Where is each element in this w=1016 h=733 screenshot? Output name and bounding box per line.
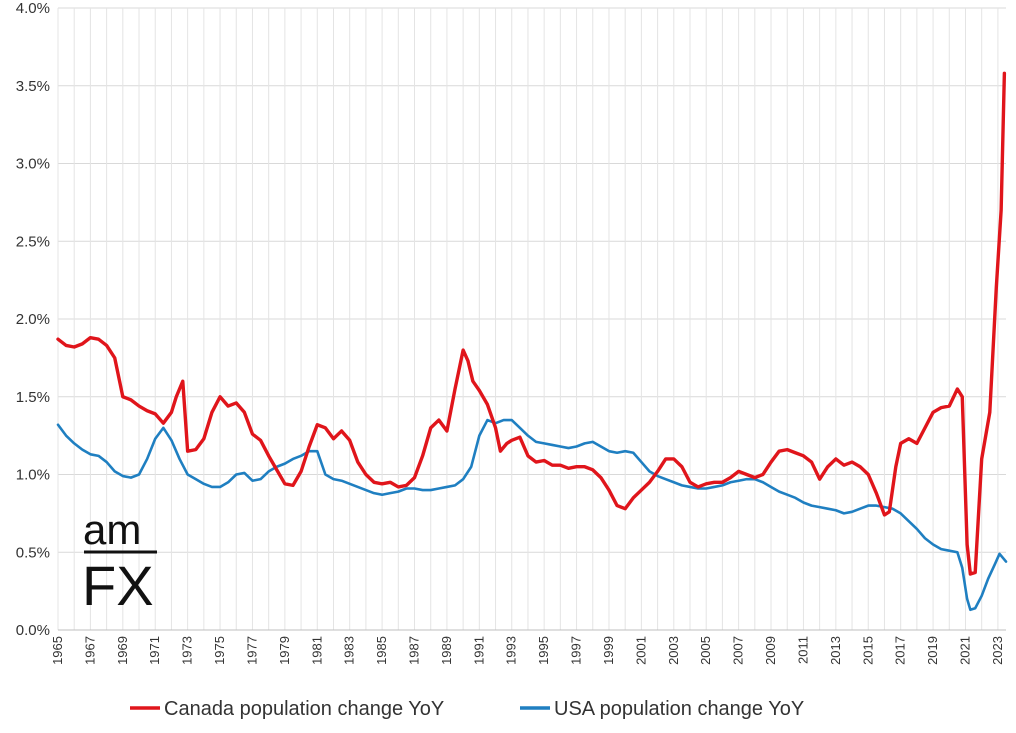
x-tick-label: 2019 <box>925 636 940 665</box>
series-line-canada <box>56 71 1007 576</box>
x-tick-label: 2005 <box>698 636 713 665</box>
x-tick-label: 1969 <box>115 636 130 665</box>
x-tick-label: 1997 <box>569 636 584 665</box>
logo-bottom-text: FX <box>82 554 154 617</box>
x-tick-label: 1979 <box>277 636 292 665</box>
x-tick-label: 2015 <box>860 636 875 665</box>
x-tick-label: 2013 <box>828 636 843 665</box>
x-tick-label: 1991 <box>471 636 486 665</box>
y-tick-label: 1.0% <box>16 467 50 484</box>
y-tick-label: 3.0% <box>16 156 50 173</box>
y-tick-label: 3.5% <box>16 78 50 95</box>
x-tick-label: 2007 <box>731 636 746 665</box>
grid <box>57 7 1006 631</box>
series-lines <box>56 71 1008 612</box>
legend: Canada population change YoY USA populati… <box>130 698 804 720</box>
amfx-logo: am FX <box>82 506 157 617</box>
series-line-usa <box>56 418 1008 612</box>
x-tick-label: 1971 <box>147 636 162 665</box>
x-tick-label: 2023 <box>990 636 1005 665</box>
y-tick-label: 4.0% <box>16 0 50 17</box>
x-tick-label: 2021 <box>957 636 972 665</box>
x-tick-label: 2017 <box>893 636 908 665</box>
y-tick-label: 1.5% <box>16 389 50 406</box>
x-tick-label: 2003 <box>666 636 681 665</box>
x-tick-label: 1999 <box>601 636 616 665</box>
legend-item-usa: USA population change YoY <box>520 698 804 720</box>
x-tick-label: 1989 <box>439 636 454 665</box>
logo-top-text: am <box>83 506 141 553</box>
x-tick-label: 1967 <box>82 636 97 665</box>
legend-item-canada: Canada population change YoY <box>130 698 444 720</box>
x-tick-label: 2009 <box>763 636 778 665</box>
axes: 0.0% 0.5% 1.0% 1.5% 2.0% 2.5% 3.0% 3.5% 4.0% 1965… <box>16 0 1006 665</box>
x-tick-label: 1985 <box>374 636 389 665</box>
x-tick-label: 1973 <box>180 636 195 665</box>
legend-label: USA population change YoY <box>554 698 804 720</box>
x-tick-label: 1993 <box>504 636 519 665</box>
x-tick-label: 1987 <box>407 636 422 665</box>
x-tick-label: 2001 <box>633 636 648 665</box>
x-tick-label: 1981 <box>309 636 324 665</box>
x-tick-label: 1977 <box>244 636 259 665</box>
x-tick-label: 2011 <box>795 636 810 664</box>
y-tick-label: 0.0% <box>16 622 50 639</box>
x-tick-label: 1995 <box>536 636 551 665</box>
y-tick-label: 0.5% <box>16 544 50 561</box>
y-tick-label: 2.0% <box>16 311 50 328</box>
x-tick-label: 1965 <box>50 636 65 665</box>
legend-label: Canada population change YoY <box>164 698 444 720</box>
y-tick-label: 2.5% <box>16 233 50 250</box>
x-tick-label: 1983 <box>342 636 357 665</box>
x-tick-label: 1975 <box>212 636 227 665</box>
